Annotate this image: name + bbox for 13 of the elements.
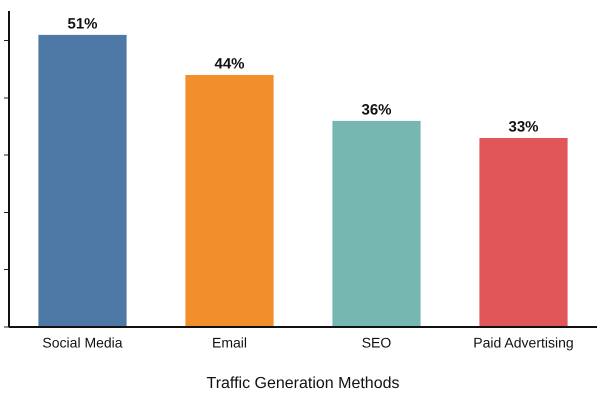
x-tick-label: Social Media — [42, 334, 123, 350]
x-tick-label: Paid Advertising — [473, 334, 574, 350]
x-tick-label: SEO — [362, 334, 392, 350]
data-label: 44% — [214, 56, 245, 73]
data-label: 36% — [361, 101, 392, 118]
data-label: 51% — [67, 16, 98, 33]
bar — [332, 120, 421, 326]
data-label: 33% — [508, 118, 539, 136]
x-tick-label: Email — [212, 334, 248, 350]
bar — [185, 75, 274, 326]
x-axis-title: Traffic Generation Methods — [206, 374, 400, 392]
bar — [479, 138, 568, 326]
bar — [38, 34, 127, 326]
